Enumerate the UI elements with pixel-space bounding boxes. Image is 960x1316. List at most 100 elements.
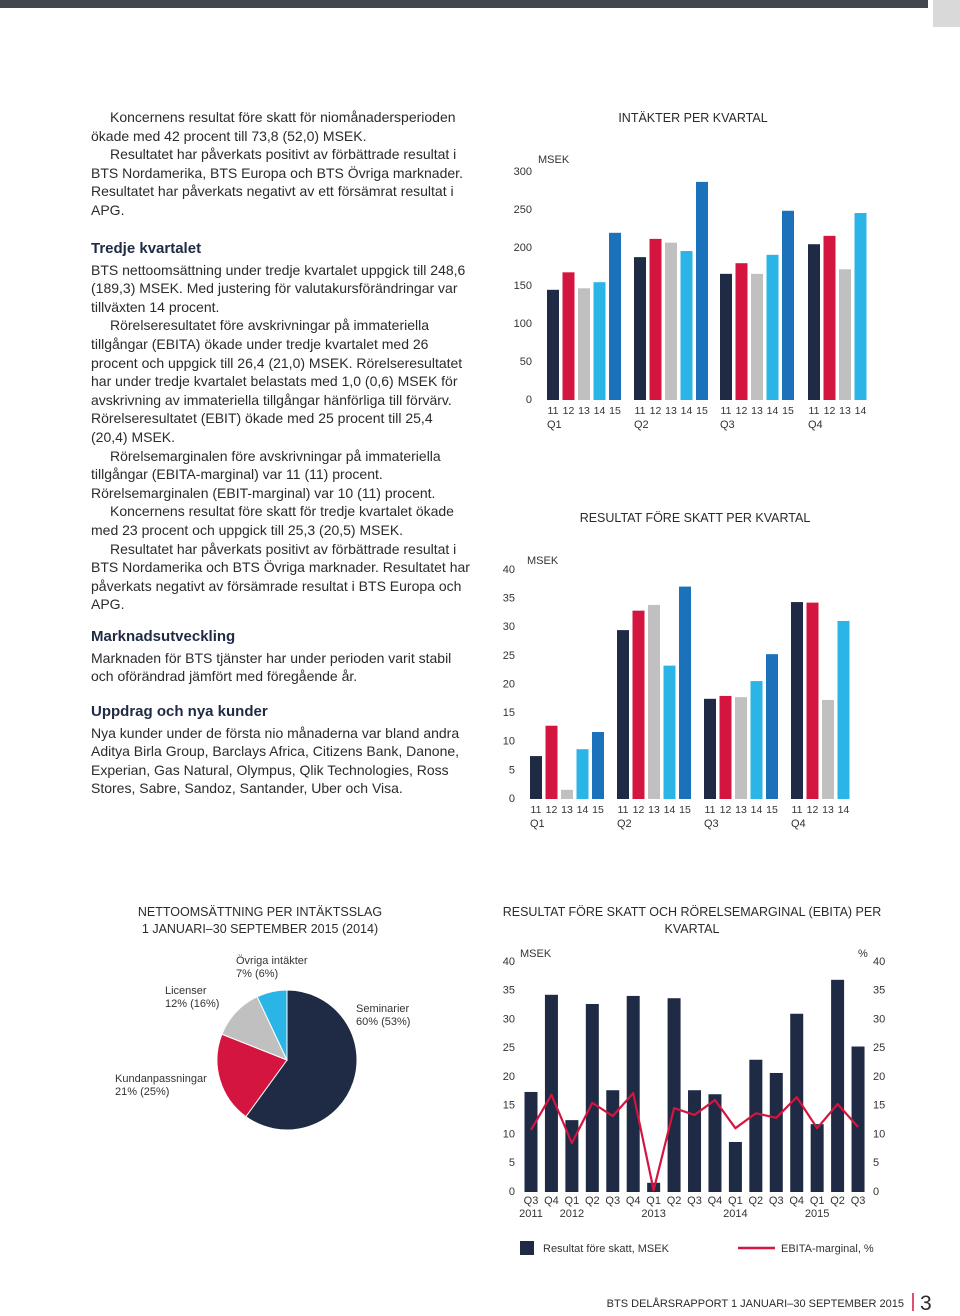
group-label: Q4 <box>808 419 823 431</box>
bar <box>617 630 629 799</box>
bar <box>593 282 606 400</box>
slice-label: Seminarier <box>356 1003 410 1015</box>
x-year-label: 2011 <box>519 1208 543 1220</box>
y-tick-label: 20 <box>503 678 515 690</box>
pie-slice <box>245 989 358 1131</box>
x-tick-label: Q2 <box>830 1195 845 1207</box>
bar-year-label: 11 <box>721 405 732 417</box>
bar-year-label: 14 <box>855 405 867 417</box>
bar-year-label: 13 <box>578 405 590 417</box>
y-tick-label: 250 <box>514 204 532 216</box>
y-tick-label: 25 <box>503 1042 515 1054</box>
line <box>530 1092 859 1192</box>
bar <box>609 232 621 400</box>
x-tick-label: Q1 <box>565 1195 580 1207</box>
bar-year-label: 13 <box>751 405 763 417</box>
bar-year-label: 15 <box>766 804 778 816</box>
bar <box>679 586 691 799</box>
bar <box>561 789 573 799</box>
y-tick-label: 25 <box>503 650 515 662</box>
bar-year-label: 14 <box>594 405 606 417</box>
bar-year-label: 12 <box>720 804 732 816</box>
bar <box>735 263 748 400</box>
bar <box>544 994 558 1192</box>
x-tick-label: Q3 <box>605 1195 620 1207</box>
bar-year-label: 13 <box>648 804 660 816</box>
paragraph: Resultatet har påverkats positivt av för… <box>91 146 463 218</box>
section-heading: Marknadsutveckling <box>91 628 236 645</box>
bar-year-label: 11 <box>792 804 803 816</box>
slice-value-label: 21% (25%) <box>115 1086 169 1098</box>
group-label: Q1 <box>530 818 545 830</box>
y-axis-label: MSEK <box>520 948 552 960</box>
bar <box>728 1141 742 1192</box>
bar-year-label: 11 <box>635 405 646 417</box>
bar <box>524 1091 538 1192</box>
bar-year-label: 11 <box>618 804 629 816</box>
legend-swatch <box>520 1241 534 1255</box>
top-bar <box>0 0 928 8</box>
group-label: Q1 <box>547 419 562 431</box>
bar-year-label: 11 <box>548 405 559 417</box>
paragraph: Rörelseresultatet före avskrivningar på … <box>91 317 463 445</box>
y2-tick-label: 5 <box>873 1157 879 1169</box>
bar <box>592 732 604 799</box>
bar <box>822 699 834 799</box>
y-tick-label: 5 <box>509 1157 515 1169</box>
intro: Koncernens resultat före skatt för niomå… <box>91 108 471 220</box>
bar-year-label: 11 <box>705 804 716 816</box>
paragraph: Koncernens resultat före skatt för tredj… <box>91 503 454 538</box>
bar <box>648 604 660 799</box>
x-tick-label: Q2 <box>667 1195 682 1207</box>
x-tick-label: Q3 <box>524 1195 539 1207</box>
bar-year-label: 12 <box>824 405 836 417</box>
bar-year-label: 12 <box>807 804 819 816</box>
bar <box>606 1090 620 1192</box>
slice-value-label: 60% (53%) <box>356 1016 410 1028</box>
bar <box>634 257 646 400</box>
bar-year-label: 13 <box>839 405 851 417</box>
bar-year-label: 12 <box>633 804 645 816</box>
y-tick-label: 30 <box>503 621 515 633</box>
bar <box>839 269 851 400</box>
y-tick-label: 50 <box>520 356 532 368</box>
bar <box>810 1124 824 1192</box>
y2-tick-label: 20 <box>873 1071 885 1083</box>
bar-year-label: 15 <box>696 405 708 417</box>
y2-tick-label: 0 <box>873 1186 879 1198</box>
paragraph: Resultatet har påverkats positivt av för… <box>91 540 470 613</box>
bar <box>547 289 559 400</box>
bar-year-label: 13 <box>561 804 573 816</box>
bar-year-label: 14 <box>838 804 850 816</box>
chart-title-text: RESULTAT FÖRE SKATT OCH RÖRELSEMARGINAL … <box>502 905 882 936</box>
chart-subtitle: 1 JANUARI–30 SEPTEMBER 2015 (2014) <box>141 922 379 936</box>
y-axis-label: MSEK <box>527 555 559 567</box>
x-year-label: 2013 <box>641 1208 665 1220</box>
bar <box>696 181 708 400</box>
x-tick-label: Q2 <box>585 1195 600 1207</box>
slice-value-label: 12% (16%) <box>165 998 219 1010</box>
bar <box>632 610 645 799</box>
x-tick-label: Q2 <box>748 1195 763 1207</box>
bar <box>704 698 716 799</box>
y-tick-label: 10 <box>503 1128 515 1140</box>
bar <box>782 210 794 400</box>
bar-year-label: 15 <box>782 405 794 417</box>
bar <box>545 725 558 799</box>
bar-year-label: 14 <box>681 405 693 417</box>
bar <box>854 213 867 400</box>
x-tick-label: Q1 <box>646 1195 661 1207</box>
footer-text: BTS DELÅRSRAPPORT 1 JANUARI–30 SEPTEMBER… <box>606 1298 904 1310</box>
bar <box>751 273 763 400</box>
y-tick-label: 35 <box>503 593 515 605</box>
page-number: 3 <box>920 1292 932 1315</box>
section: Marknadsutveckling Marknaden för BTS tjän… <box>91 628 471 686</box>
legend-label: Resultat före skatt, MSEK <box>543 1243 670 1255</box>
bar <box>665 242 677 400</box>
x-tick-label: Q4 <box>544 1195 559 1207</box>
bar <box>766 654 778 799</box>
group-label: Q3 <box>720 419 735 431</box>
y-tick-label: 150 <box>514 280 532 292</box>
pie-slice <box>216 1033 288 1118</box>
